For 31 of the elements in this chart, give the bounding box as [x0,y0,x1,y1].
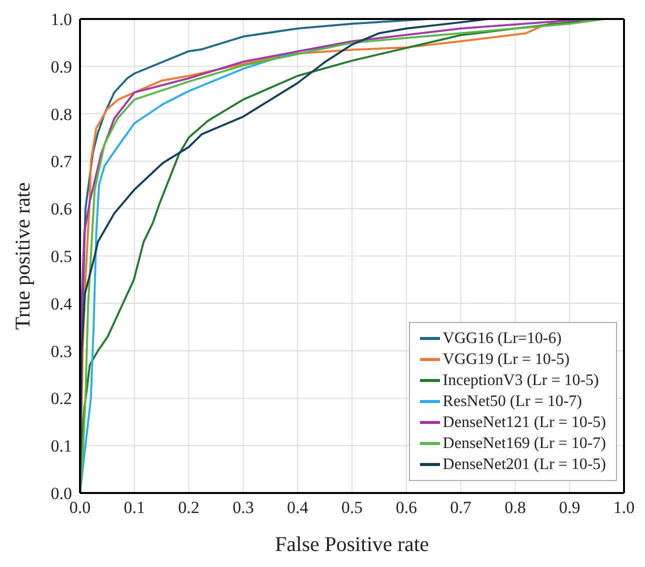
x-tick-label: 0.1 [124,498,146,518]
y-tick-label: 0.3 [50,342,72,361]
x-tick-label: 0.8 [504,498,526,518]
y-tick-label: 0.0 [50,484,72,504]
legend-label: ResNet50 (Lr = 10-7) [442,392,582,412]
y-tick-label: 0.4 [50,294,72,314]
y-tick-label: 0.6 [50,200,72,219]
x-tick-label: 0.3 [232,498,254,518]
legend-label: DenseNet121 (Lr = 10-5) [442,413,606,433]
y-axis-title: True positive rate [10,182,34,330]
y-tick-label: 0.7 [50,152,72,172]
legend-label: DenseNet169 (Lr = 10-7) [442,434,606,454]
x-tick-label: 0.4 [286,498,309,518]
y-tick-label: 0.8 [50,104,72,124]
x-tick-label: 0.5 [341,498,363,518]
y-tick-label: 0.5 [50,247,72,266]
legend-label: InceptionV3 (Lr = 10-5) [442,371,599,391]
y-tick-label: 0.9 [50,57,72,76]
y-tick-label: 0.2 [50,389,72,408]
legend-label: VGG16 (Lr=10-6) [442,329,562,349]
x-tick-label: 1.0 [613,498,635,518]
x-tick-label: 0.6 [396,498,418,518]
x-axis-title: False Positive rate [275,532,429,556]
y-tick-label: 0.1 [50,436,72,456]
x-tick-label: 0.2 [178,498,200,518]
legend-label: DenseNet201 (Lr = 10-5) [442,455,606,475]
x-tick-label: 0.7 [450,498,472,518]
x-tick-label: 0.0 [69,498,91,518]
legend-label: VGG19 (Lr = 10-5) [442,350,570,370]
y-tick-label: 1.0 [50,10,72,30]
x-tick-label: 0.9 [558,498,580,518]
